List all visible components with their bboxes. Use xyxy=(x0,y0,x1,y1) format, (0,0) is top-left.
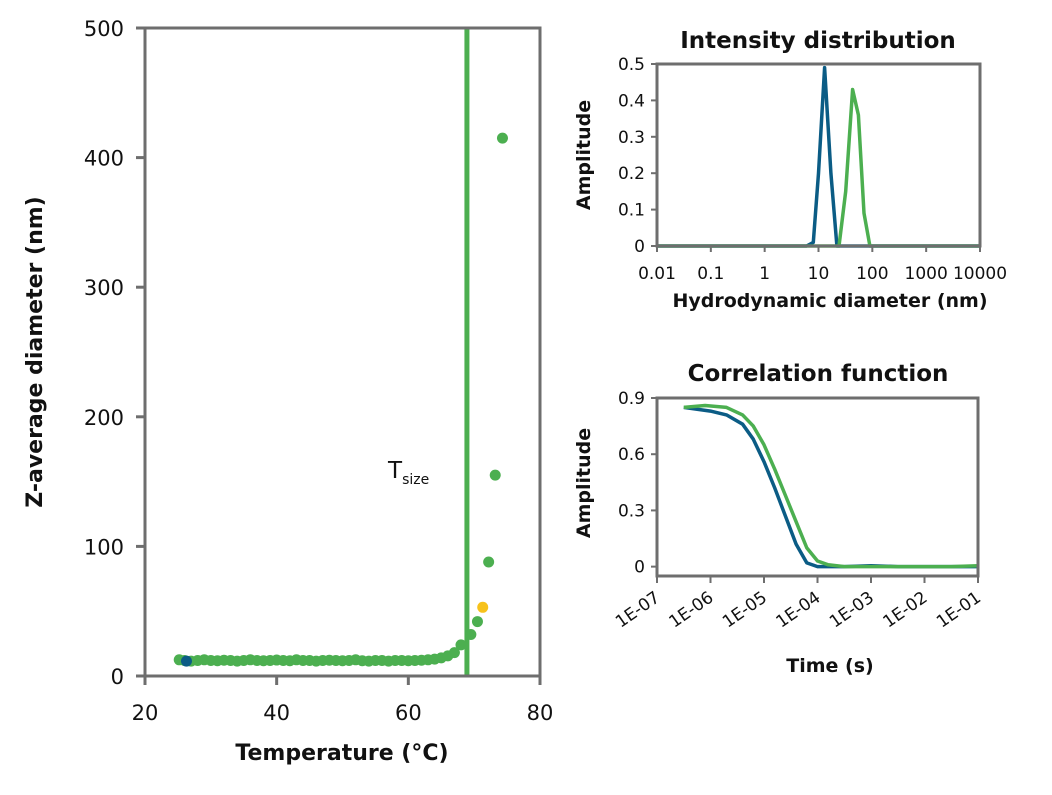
main-x-tick-label: 40 xyxy=(263,701,290,725)
blue-intensity-line xyxy=(657,65,980,248)
main-y-tick-label: 400 xyxy=(84,147,124,171)
intensity-chart-title: Intensity distribution xyxy=(680,28,956,54)
correlation-function-chart: Correlation function 1E-07 1E-06 1E-05 1E-0… xyxy=(573,361,985,677)
intensity-y-tick-label: 0.1 xyxy=(618,201,645,221)
correlation-x-tick-label: 1E-07 xyxy=(612,588,664,633)
intensity-y-ticks: 0 0.1 0.2 0.3 0.4 0.5 xyxy=(618,55,657,257)
intensity-x-tick-label: 1 xyxy=(759,264,770,284)
intensity-x-ticks: 0.01 0.1 1 10 100 1000 10000 xyxy=(638,246,1007,284)
tsize-annotation: Tsize xyxy=(387,458,429,488)
correlation-plot-area xyxy=(683,403,979,569)
correlation-x-tick-label: 1E-06 xyxy=(665,588,717,633)
main-y-tick-label: 200 xyxy=(84,406,124,430)
main-x-tick-label: 60 xyxy=(395,701,422,725)
intensity-x-tick-label: 100 xyxy=(856,264,888,284)
tsize-annotation-subscript: size xyxy=(402,472,429,488)
green-data-point xyxy=(496,132,508,144)
correlation-chart-title: Correlation function xyxy=(688,361,949,387)
intensity-y-tick-label: 0.2 xyxy=(618,164,645,184)
main-x-tick-label: 80 xyxy=(527,701,554,725)
intensity-distribution-chart: Intensity distribution 0.01 0.1 1 10 100 1000… xyxy=(573,28,1007,312)
correlation-x-tick-label: 1E-05 xyxy=(719,588,771,633)
main-y-tick-label: 300 xyxy=(84,276,124,300)
green-data-point xyxy=(483,556,495,568)
correlation-y-tick-label: 0.3 xyxy=(618,501,645,521)
correlation-x-tick-label: 1E-01 xyxy=(933,588,985,633)
tsize-annotation-main: T xyxy=(387,458,403,484)
main-x-tick-label: 20 xyxy=(132,701,159,725)
correlation-x-tick-label: 1E-02 xyxy=(879,588,931,633)
intensity-y-tick-label: 0.4 xyxy=(618,91,645,111)
intensity-y-axis-label: Amplitude xyxy=(573,100,595,210)
correlation-x-tick-label: 1E-04 xyxy=(772,588,824,633)
green-data-point xyxy=(448,647,460,659)
main-y-axis-label: Z-average diameter (nm) xyxy=(23,196,48,507)
intensity-x-tick-label: 10 xyxy=(808,264,830,284)
blue-data-point xyxy=(180,655,192,667)
blue-correlation-line xyxy=(683,405,978,569)
main-x-axis-label: Temperature (°C) xyxy=(235,741,448,766)
green-data-point xyxy=(455,639,467,651)
correlation-x-tick-label: 1E-03 xyxy=(826,588,878,633)
correlation-y-tick-label: 0.9 xyxy=(618,389,645,409)
yellow-data-point xyxy=(477,601,489,613)
main-y-ticks: 0 100 200 300 400 500 xyxy=(84,17,145,689)
intensity-plot-area xyxy=(657,65,980,248)
green-data-point xyxy=(465,629,477,641)
correlation-x-axis-label: Time (s) xyxy=(786,655,873,677)
correlation-y-tick-label: 0.6 xyxy=(618,445,645,465)
green-correlation-line xyxy=(683,403,979,569)
main-y-tick-label: 100 xyxy=(84,535,124,559)
correlation-plot-frame xyxy=(655,396,980,578)
intensity-x-tick-label: 0.01 xyxy=(638,264,676,284)
main-y-tick-label: 0 xyxy=(111,665,124,689)
main-y-tick-label: 500 xyxy=(84,17,124,41)
intensity-x-tick-label: 10000 xyxy=(953,264,1007,284)
intensity-x-tick-label: 1000 xyxy=(905,264,948,284)
green-data-point xyxy=(471,616,483,628)
correlation-x-ticks: 1E-07 1E-06 1E-05 1E-04 1E-03 1E-02 1E-01 xyxy=(612,576,985,632)
main-x-ticks: 20 40 60 80 xyxy=(132,676,554,725)
intensity-y-tick-label: 0.3 xyxy=(618,128,645,148)
intensity-x-axis-label: Hydrodynamic diameter (nm) xyxy=(672,290,987,312)
correlation-y-axis-label: Amplitude xyxy=(573,428,595,538)
main-plot-frame xyxy=(143,26,542,678)
intensity-y-tick-label: 0.5 xyxy=(618,55,645,75)
correlation-y-tick-label: 0 xyxy=(634,558,645,578)
green-intensity-line xyxy=(657,87,980,248)
intensity-x-tick-label: 0.1 xyxy=(697,264,724,284)
correlation-y-ticks: 0 0.3 0.6 0.9 xyxy=(618,389,657,578)
green-data-point xyxy=(489,469,501,481)
main-plot-area xyxy=(173,28,508,676)
temperature-scatter-chart: 20 40 60 80 0 100 200 300 400 500 Temperature (°… xyxy=(23,17,553,766)
intensity-y-tick-label: 0 xyxy=(634,237,645,257)
